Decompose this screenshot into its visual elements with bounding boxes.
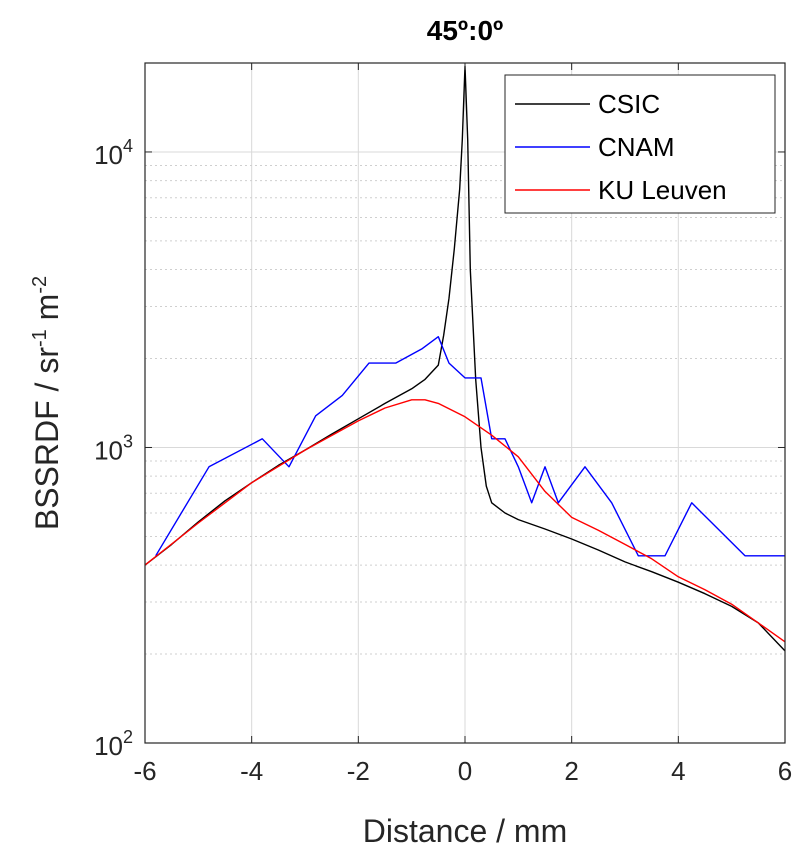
y-tick-label: 103 (94, 431, 133, 465)
y-axis-label-base: BSSRDF / sr (29, 347, 65, 530)
axis-ticks: -6 -4 -2 0 2 4 6 102 103 104 (94, 63, 792, 786)
y-axis-label-exp1: -1 (29, 329, 51, 347)
x-tick-label: 4 (671, 756, 685, 786)
x-tick-label: -4 (240, 756, 263, 786)
y-axis-label: BSSRDF / sr-1 m-2 (29, 276, 65, 530)
x-tick-label: -6 (133, 756, 156, 786)
y-axis-label-exp2: -2 (29, 276, 51, 294)
legend: CSIC CNAM KU Leuven (504, 74, 776, 214)
y-tick-label: 102 (94, 727, 133, 761)
legend-label: CNAM (598, 132, 675, 162)
x-tick-label: 0 (458, 756, 472, 786)
y-tick-label: 104 (94, 136, 133, 170)
legend-items: CSIC CNAM KU Leuven (515, 89, 727, 205)
x-axis-label: Distance / mm (363, 813, 567, 849)
legend-label: KU Leuven (598, 175, 727, 205)
y-axis-label-mid: m (29, 294, 65, 330)
series-line-cnam (155, 336, 785, 557)
legend-label: CSIC (598, 89, 660, 119)
chart-title: 45º:0º (427, 15, 504, 46)
x-tick-label: -2 (347, 756, 370, 786)
x-tick-label: 6 (778, 756, 792, 786)
series-line-ku-leuven (144, 399, 786, 643)
x-tick-label: 2 (564, 756, 578, 786)
